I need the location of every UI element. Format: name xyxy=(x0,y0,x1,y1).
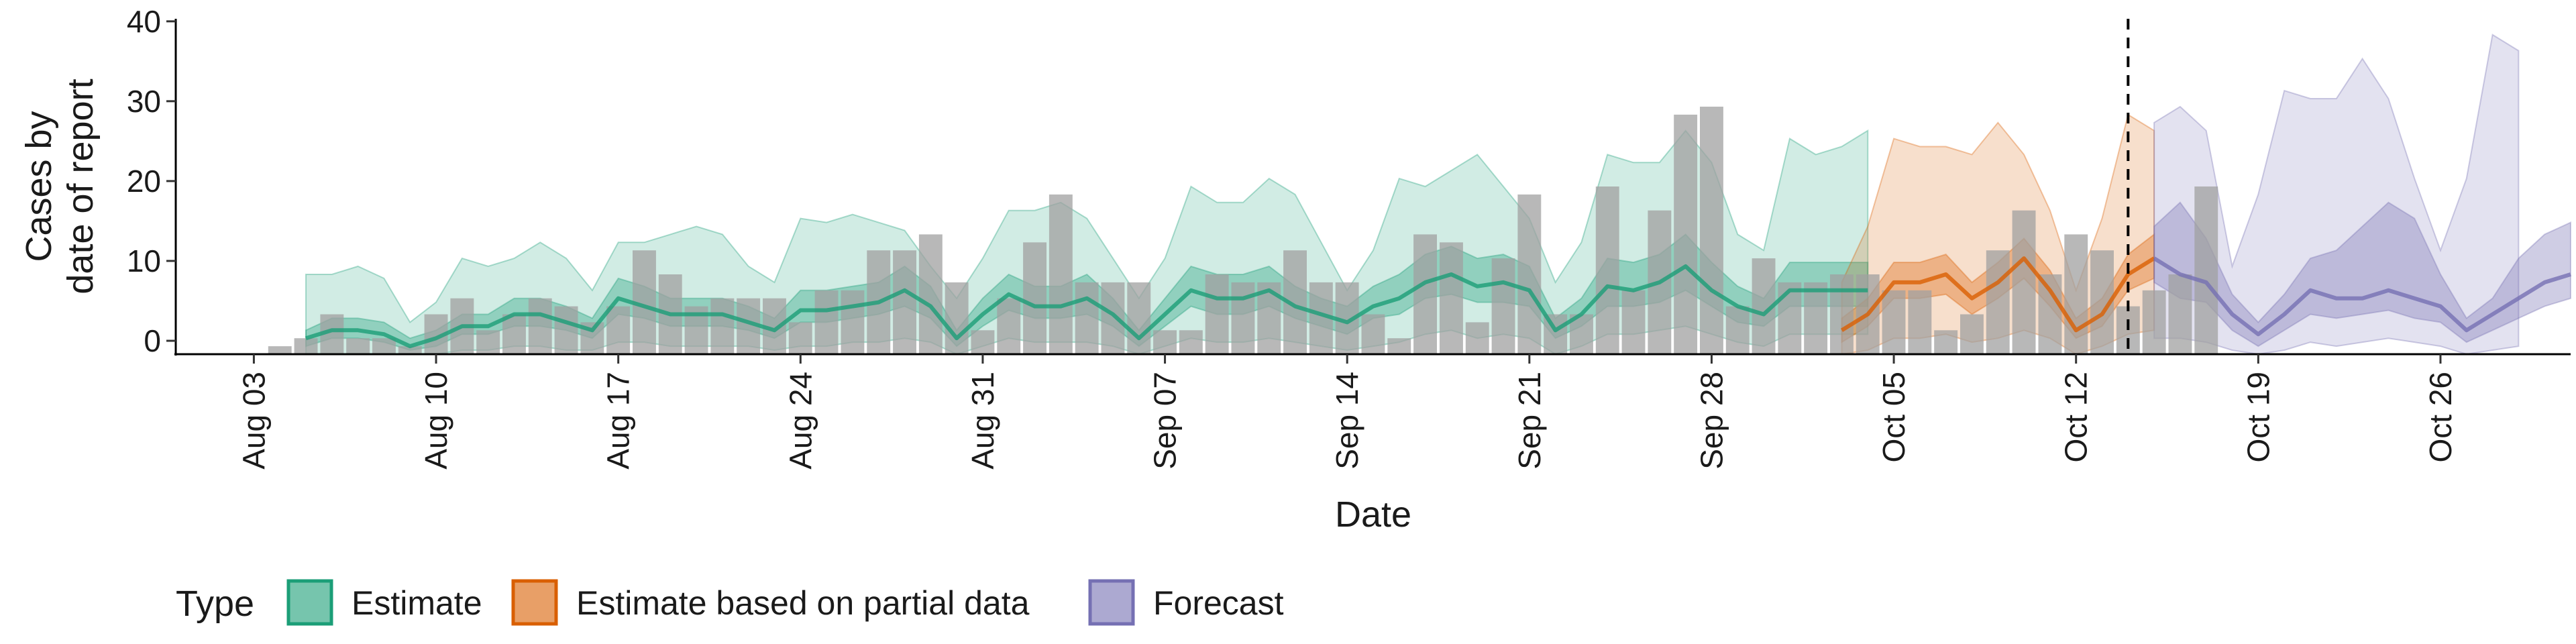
bar-62 xyxy=(1882,290,1906,354)
legend-key-estimate xyxy=(286,579,333,626)
bar-59 xyxy=(1804,282,1828,354)
bar-11 xyxy=(554,306,578,354)
axes: 0 10 20 30 40 Aug 03 Aug 10 Aug 17 Aug 24 Aug 31 S… xyxy=(127,4,2571,470)
y-tick-label-10: 10 xyxy=(127,244,161,278)
x-tick-label-12: Oct 26 xyxy=(2423,372,2458,463)
x-tick-label-5: Sep 07 xyxy=(1148,372,1183,470)
x-tick-label-9: Oct 05 xyxy=(1876,372,1911,463)
band-50-forecast xyxy=(2153,201,2571,347)
bar-44 xyxy=(1413,234,1437,354)
bar-52 xyxy=(1621,290,1646,354)
bar-10 xyxy=(528,298,552,354)
y-axis-title-line-1: Cases by xyxy=(19,111,59,262)
bar-47 xyxy=(1491,258,1515,354)
y-tick-label-0: 0 xyxy=(144,323,161,358)
median-line-partial xyxy=(1840,256,2155,333)
bar-20 xyxy=(788,322,812,354)
bar-56 xyxy=(1725,306,1750,354)
bar-33 xyxy=(1127,282,1151,354)
x-tick-label-3: Aug 24 xyxy=(783,372,818,470)
legend-title: Type xyxy=(176,584,254,624)
bar-0 xyxy=(268,346,292,354)
legend-key-forecast xyxy=(1088,579,1135,626)
bar-26 xyxy=(945,282,969,354)
y-tick-label-40: 40 xyxy=(127,4,161,39)
bar-45 xyxy=(1440,242,1463,354)
bar-72 xyxy=(2142,290,2166,354)
bar-48 xyxy=(1517,194,1542,354)
y-tick-label-20: 20 xyxy=(127,164,161,199)
bar-21 xyxy=(814,290,839,354)
bar-9 xyxy=(502,314,526,354)
bar-29 xyxy=(1023,242,1046,354)
bar-31 xyxy=(1075,282,1099,354)
x-tick-label-2: Aug 17 xyxy=(601,372,636,470)
median-line-forecast xyxy=(2153,256,2571,337)
bar-13 xyxy=(606,306,631,354)
bar-37 xyxy=(1231,282,1255,354)
bar-58 xyxy=(1778,282,1802,354)
x-tick-label-11: Oct 19 xyxy=(2241,372,2275,463)
bar-8 xyxy=(476,330,500,354)
bar-4 xyxy=(372,338,396,354)
bar-35 xyxy=(1179,330,1203,354)
bar-1 xyxy=(294,338,318,354)
y-axis-title-line-2: date of report xyxy=(60,78,101,294)
bar-32 xyxy=(1101,282,1125,354)
bar-24 xyxy=(893,250,916,354)
bar-55 xyxy=(1700,107,1723,354)
bar-42 xyxy=(1361,314,1385,354)
x-tick-label-4: Aug 31 xyxy=(965,372,1000,470)
bar-60 xyxy=(1830,274,1854,354)
bar-66 xyxy=(1986,250,2010,354)
x-tick-label-0: Aug 03 xyxy=(236,372,271,470)
bar-3 xyxy=(346,338,370,354)
y-tick-label-30: 30 xyxy=(127,84,161,119)
legend: Type Estimate Estimate based on partial … xyxy=(176,579,1284,626)
bar-46 xyxy=(1465,322,1489,354)
bar-65 xyxy=(1960,314,1984,354)
median-line-estimate xyxy=(305,264,1868,349)
x-tick-label-1: Aug 10 xyxy=(419,372,453,470)
bar-73 xyxy=(2168,274,2192,354)
x-tick-label-7: Sep 21 xyxy=(1512,372,1547,470)
bar-34 xyxy=(1153,330,1177,354)
bar-54 xyxy=(1674,114,1698,354)
bar-63 xyxy=(1908,290,1932,354)
bar-68 xyxy=(2038,274,2062,354)
x-tick-label-6: Sep 14 xyxy=(1330,372,1364,470)
bar-64 xyxy=(1934,330,1958,354)
legend-label-partial-data: Estimate based on partial data xyxy=(576,584,1030,622)
bar-5 xyxy=(398,346,422,354)
x-tick-label-8: Sep 28 xyxy=(1694,372,1729,470)
x-axis-title: Date xyxy=(1335,494,1411,535)
bar-51 xyxy=(1595,186,1619,354)
bar-69 xyxy=(2064,234,2088,354)
bar-17 xyxy=(710,298,735,354)
legend-label-forecast: Forecast xyxy=(1153,584,1284,622)
bar-28 xyxy=(997,298,1021,354)
median-lines xyxy=(305,256,2571,349)
x-tick-label-10: Oct 12 xyxy=(2059,372,2094,463)
bar-36 xyxy=(1205,274,1229,354)
bar-67 xyxy=(2012,210,2036,354)
bar-22 xyxy=(841,290,865,354)
legend-key-partial-data xyxy=(511,579,558,626)
bar-74 xyxy=(2194,186,2218,354)
bar-43 xyxy=(1387,338,1411,354)
bar-30 xyxy=(1049,194,1073,354)
bar-25 xyxy=(918,234,943,354)
bar-27 xyxy=(971,330,995,354)
legend-label-estimate: Estimate xyxy=(352,584,482,622)
